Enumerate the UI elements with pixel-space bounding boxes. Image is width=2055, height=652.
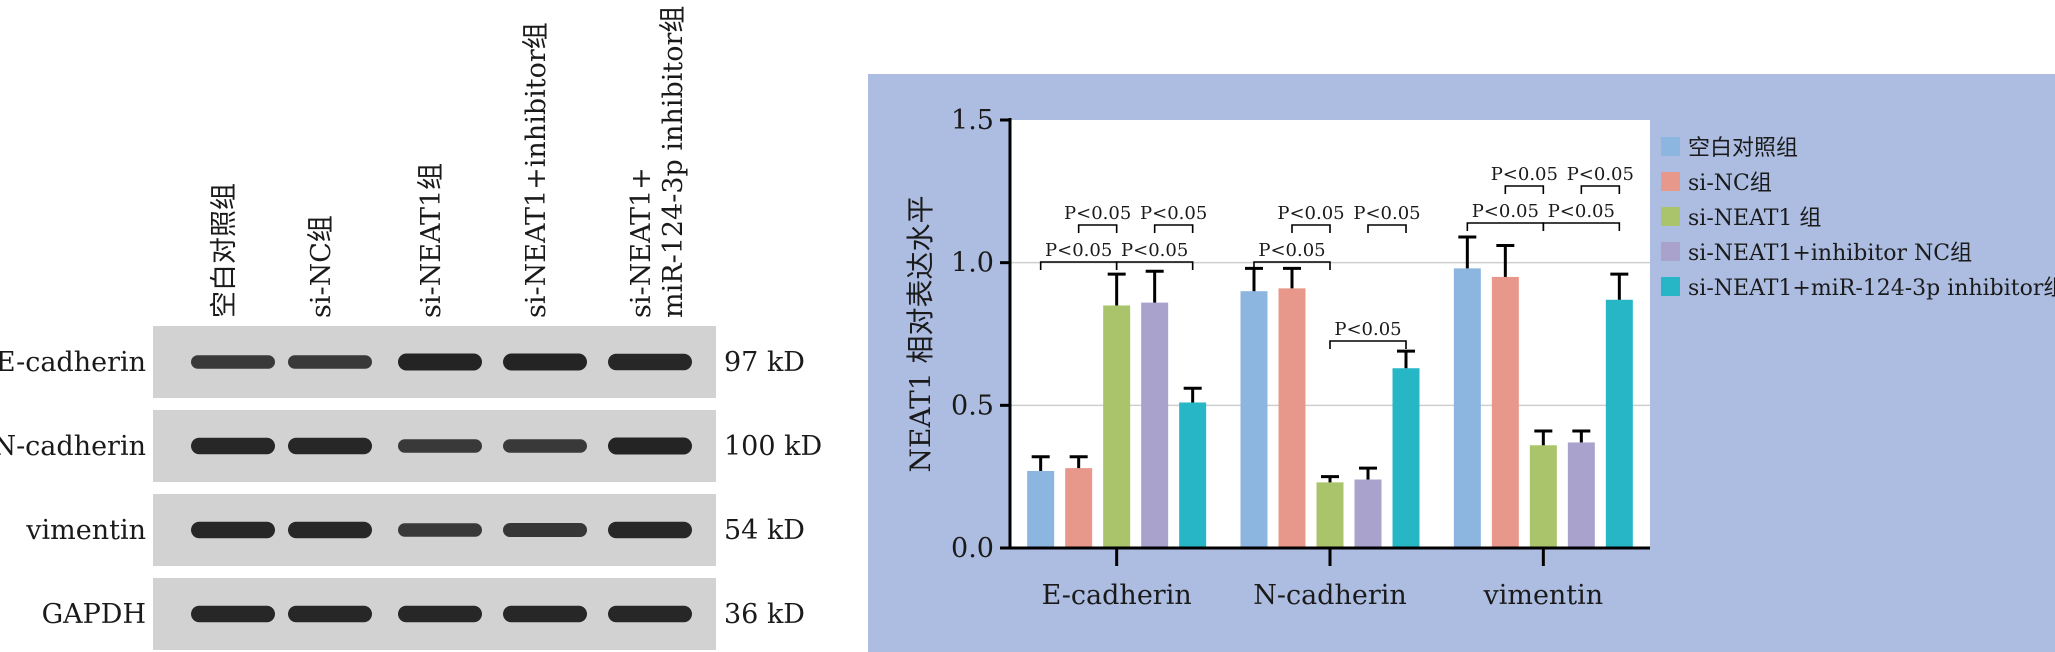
western-blot-panel: 空白对照组 si-NC组 si-NEAT1组 si-NEAT1+inhibitor组 s… (0, 6, 822, 650)
significance-label: P<0.05 (1045, 240, 1112, 261)
significance-bracket (1504, 185, 1545, 194)
legend-swatch (1661, 242, 1680, 261)
legend-label: si-NEAT1+inhibitor NC组 (1688, 241, 1972, 266)
significance-bracket (1329, 340, 1407, 349)
legend-swatch (1661, 137, 1680, 156)
bar (1103, 305, 1131, 548)
blot-band (288, 521, 372, 539)
legend-swatch (1661, 277, 1680, 296)
bar (1567, 442, 1595, 548)
significance-label: P<0.05 (1548, 201, 1615, 222)
blot-band (191, 437, 275, 455)
lane-label: 空白对照组 (209, 183, 240, 318)
molecular-weight-label: 36 kD (724, 599, 805, 630)
bar (1529, 445, 1557, 548)
lane-label: si-NC组 (306, 215, 337, 318)
bar (1141, 302, 1169, 548)
bar (1179, 402, 1207, 548)
y-tick-label: 1.5 (951, 105, 994, 136)
significance-label: P<0.05 (1334, 319, 1401, 340)
y-tick-label: 1.0 (951, 248, 994, 279)
blot-row-label: vimentin (25, 515, 146, 546)
significance-label: P<0.05 (1258, 240, 1325, 261)
blot-band (503, 605, 587, 623)
bar (1605, 299, 1633, 548)
blot-band (398, 353, 482, 371)
x-category-label: vimentin (1482, 580, 1603, 611)
blot-row-label: N-cadherin (0, 431, 146, 462)
bar (1240, 291, 1268, 548)
significance-bracket (1153, 224, 1194, 233)
significance-bracket (1253, 261, 1331, 270)
significance-label: P<0.05 (1353, 203, 1420, 224)
bar (1278, 288, 1306, 548)
blot-band (608, 437, 692, 455)
blot-row-label: E-cadherin (0, 347, 146, 378)
significance-bracket (1291, 224, 1331, 233)
significance-label: P<0.05 (1064, 203, 1131, 224)
bar-marks (1027, 235, 1633, 548)
bar (1354, 479, 1382, 548)
significance-label: P<0.05 (1491, 164, 1558, 185)
blot-band (503, 439, 587, 453)
blot-band (398, 605, 482, 623)
molecular-weight-label: 100 kD (724, 431, 822, 462)
significance-bracket (1580, 185, 1621, 194)
lane-label: miR-124-3p inhibitor组 (658, 6, 689, 318)
legend: 空白对照组 si-NC组 si-NEAT1 组 si-NEAT1+inhibitor … (1661, 136, 2055, 301)
blot-band (608, 521, 692, 539)
blot-band (608, 353, 692, 371)
bar (1453, 268, 1481, 548)
legend-label: si-NC组 (1688, 171, 1772, 196)
legend-label: 空白对照组 (1688, 136, 1798, 161)
blot-band (191, 605, 275, 623)
legend-label: si-NEAT1+miR-124-3p inhibitor组 (1688, 276, 2055, 301)
bar (1491, 276, 1519, 548)
blot-band (288, 437, 372, 455)
bar (1392, 368, 1420, 548)
lane-label: si-NEAT1组 (416, 163, 447, 318)
significance-bracket (1115, 261, 1194, 270)
axes: 0.0 0.5 1.0 1.5 E-cadherin N-cadherin vimentin (951, 105, 1650, 611)
blot-band (398, 523, 482, 537)
significance-bracket (1367, 224, 1407, 233)
significance-brackets: P<0.05 P<0.05 P<0.05 P<0.05 P<0.05 P<0.05 P<0.… (1039, 164, 1634, 349)
significance-label: P<0.05 (1121, 240, 1188, 261)
y-tick-label: 0.5 (951, 390, 994, 421)
blot-row-label: GAPDH (42, 599, 146, 630)
molecular-weight-label: 54 kD (724, 515, 805, 546)
significance-label: P<0.05 (1567, 164, 1634, 185)
significance-label: P<0.05 (1472, 201, 1539, 222)
significance-bracket (1077, 224, 1118, 233)
x-category-label: N-cadherin (1253, 580, 1407, 611)
blot-band (288, 605, 372, 623)
significance-label: P<0.05 (1277, 203, 1344, 224)
lane-label: si-NEAT1+ (626, 167, 657, 318)
bar (1027, 470, 1055, 548)
x-category-label: E-cadherin (1042, 580, 1192, 611)
blot-band (503, 523, 587, 537)
legend-swatch (1661, 207, 1680, 226)
bar (1316, 482, 1344, 548)
legend-label: si-NEAT1 组 (1688, 206, 1821, 231)
bar-chart-panel: P<0.05 P<0.05 P<0.05 P<0.05 P<0.05 P<0.05 P<0.… (868, 74, 2055, 652)
blot-band (503, 353, 587, 371)
significance-bracket (1542, 222, 1621, 231)
y-axis-title: NEAT1 相对表达水平 (904, 195, 937, 472)
blot-band (288, 355, 372, 369)
blot-band (398, 439, 482, 453)
lane-label: si-NEAT1+inhibitor组 (521, 22, 552, 318)
blot-band (191, 521, 275, 539)
y-tick-label: 0.0 (951, 533, 994, 564)
significance-label: P<0.05 (1140, 203, 1207, 224)
legend-swatch (1661, 172, 1680, 191)
blot-band (608, 605, 692, 623)
blot-band (191, 355, 275, 369)
molecular-weight-label: 97 kD (724, 347, 805, 378)
bar (1065, 468, 1093, 548)
